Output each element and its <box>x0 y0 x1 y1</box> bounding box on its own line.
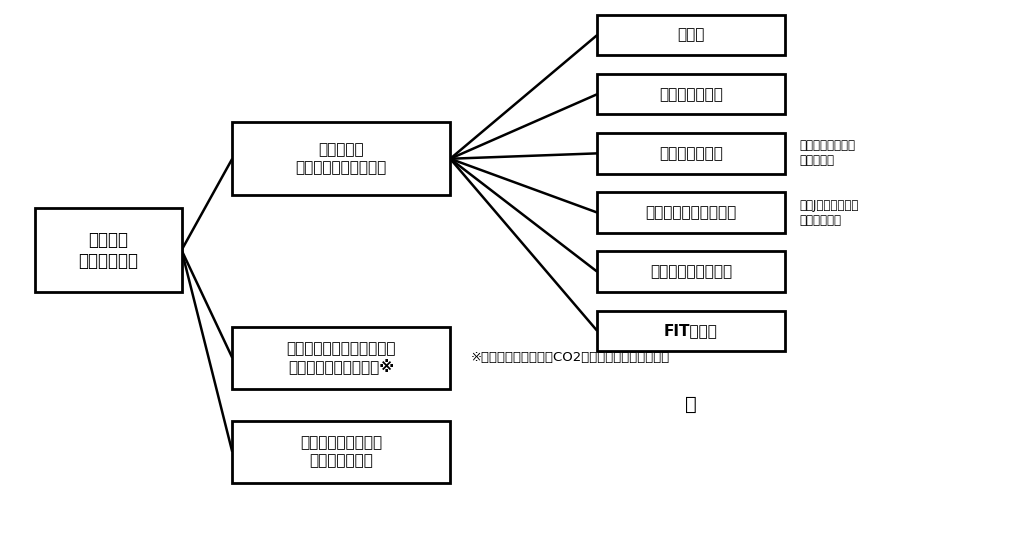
Text: 例：Jクレジット、
　非化石証書: 例：Jクレジット、 非化石証書 <box>800 199 860 227</box>
Text: 政府による
カーボンプライシング: 政府による カーボンプライシング <box>295 143 387 175</box>
Text: ※企業が独自に自社のCO2排出に対し、価格付け。: ※企業が独自に自社のCO2排出に対し、価格付け。 <box>470 351 669 364</box>
FancyBboxPatch shape <box>597 311 785 351</box>
Text: ：: ： <box>685 395 697 414</box>
Text: エネルギー諸税: エネルギー諸税 <box>659 146 723 161</box>
FancyBboxPatch shape <box>597 74 785 115</box>
FancyBboxPatch shape <box>597 133 785 174</box>
FancyBboxPatch shape <box>597 252 785 292</box>
Text: FIT賦課金: FIT賦課金 <box>664 323 717 339</box>
Text: 省エネ法・高度化法: 省エネ法・高度化法 <box>650 264 732 279</box>
Text: 炭素税: 炭素税 <box>678 28 704 43</box>
FancyBboxPatch shape <box>232 421 450 483</box>
Text: 排出量取引制度: 排出量取引制度 <box>659 87 723 102</box>
FancyBboxPatch shape <box>597 192 785 233</box>
Text: 証書・クレジット制度: 証書・クレジット制度 <box>645 205 737 220</box>
FancyBboxPatch shape <box>35 209 182 292</box>
FancyBboxPatch shape <box>232 122 450 195</box>
Text: 例：石油石炭税、
　揮発油税: 例：石油石炭税、 揮発油税 <box>800 139 855 168</box>
Text: カーボン
プライシング: カーボン プライシング <box>78 231 138 270</box>
Text: インターナル（企業内）・
カーボンプライシング※: インターナル（企業内）・ カーボンプライシング※ <box>286 341 396 375</box>
FancyBboxPatch shape <box>597 15 785 55</box>
Text: 民間セクターによる
クレジット取引: 民間セクターによる クレジット取引 <box>300 436 382 468</box>
FancyBboxPatch shape <box>232 327 450 389</box>
